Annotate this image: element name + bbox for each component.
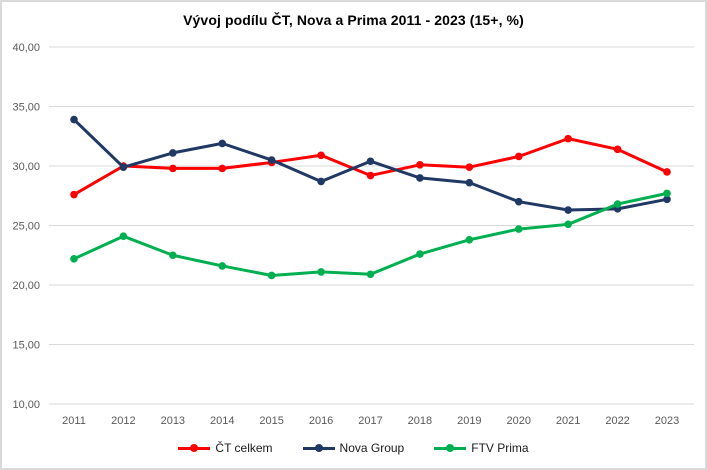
- legend-marker-nova-group-icon: [302, 443, 335, 453]
- chart-title: Vývoj podílu ČT, Nova a Prima 2011 - 202…: [183, 12, 524, 28]
- x-axis-tick-label: 2012: [111, 415, 135, 427]
- data-point-ftv-prima-2019: [465, 235, 474, 244]
- legend-label: ČT celkem: [215, 441, 273, 455]
- x-axis-tick-label: 2021: [556, 415, 580, 427]
- x-axis-tick-label: 2014: [210, 415, 234, 427]
- data-point-ftv-prima-2011: [70, 255, 78, 263]
- y-axis-tick-label: 20,00: [12, 280, 40, 292]
- data-point-nova-group-2023: [663, 195, 671, 204]
- legend-dot-icon: [314, 444, 323, 452]
- x-axis-tick-label: 2016: [309, 415, 333, 427]
- y-axis-tick-label: 15,00: [12, 340, 40, 352]
- data-point-ftv-prima-2012: [119, 232, 128, 241]
- legend-dot-icon: [190, 444, 199, 452]
- y-axis-tick-label: 25,00: [12, 221, 40, 233]
- y-axis-tick-label: 10,00: [12, 399, 40, 411]
- legend-marker-ftv-prima-icon: [434, 443, 467, 453]
- x-axis-tick-label: 2023: [655, 415, 679, 427]
- series-line-ct-celkem: [72, 137, 669, 197]
- data-point-nova-group-2021: [564, 206, 572, 214]
- data-point-ct-celkem-2022: [613, 145, 622, 154]
- data-point-nova-group-2014: [218, 139, 227, 148]
- data-point-nova-group-2018: [416, 174, 424, 182]
- data-point-nova-group-2019: [465, 178, 474, 187]
- legend-label: FTV Prima: [471, 441, 529, 455]
- data-point-ftv-prima-2014: [218, 262, 227, 270]
- chart-legend: ČT celkem Nova Group FTV Prima: [2, 441, 705, 455]
- x-axis-tick-label: 2013: [161, 415, 185, 427]
- data-point-ct-celkem-2021: [564, 134, 572, 143]
- x-axis-tick-label: 2017: [358, 415, 382, 427]
- data-point-nova-group-2016: [317, 177, 325, 186]
- legend-label: Nova Group: [339, 441, 405, 455]
- data-point-ct-celkem-2013: [169, 164, 177, 173]
- series-nova-group: [70, 115, 671, 214]
- x-axis-tick-label: 2019: [457, 415, 481, 427]
- x-axis-tick-label: 2020: [507, 415, 531, 427]
- x-axis-tick-label: 2022: [605, 415, 629, 427]
- data-point-nova-group-2020: [514, 197, 523, 206]
- data-point-nova-group-2017: [366, 157, 375, 166]
- data-point-nova-group-2011: [70, 115, 78, 124]
- data-point-ct-celkem-2020: [514, 152, 523, 161]
- legend-item-nova-group: Nova Group: [302, 441, 405, 455]
- series-ftv-prima: [70, 189, 671, 280]
- data-point-ct-celkem-2014: [218, 164, 227, 173]
- y-axis-tick-label: 40,00: [12, 42, 40, 54]
- series-ct-celkem: [70, 134, 671, 199]
- y-axis-tick-label: 35,00: [12, 102, 40, 114]
- legend-item-ftv-prima: FTV Prima: [434, 441, 529, 455]
- data-point-ftv-prima-2013: [169, 251, 177, 260]
- y-axis-tick-label: 30,00: [12, 161, 40, 173]
- data-point-ct-celkem-2018: [416, 161, 424, 169]
- data-point-ftv-prima-2015: [267, 271, 276, 280]
- data-point-ftv-prima-2018: [416, 250, 424, 258]
- data-point-nova-group-2012: [119, 163, 128, 171]
- x-axis-tick-label: 2018: [408, 415, 432, 427]
- data-point-ftv-prima-2017: [366, 270, 375, 279]
- x-axis-tick-label: 2011: [62, 415, 86, 427]
- data-point-ct-celkem-2011: [70, 190, 78, 199]
- data-point-ct-celkem-2016: [317, 151, 325, 160]
- data-point-ftv-prima-2021: [564, 220, 572, 229]
- data-point-ftv-prima-2022: [613, 200, 622, 208]
- legend-marker-ct-celkem-icon: [178, 443, 211, 453]
- data-point-ct-celkem-2023: [663, 168, 671, 176]
- data-point-ct-celkem-2019: [465, 163, 474, 171]
- legend-dot-icon: [446, 444, 455, 452]
- x-axis-tick-label: 2015: [259, 415, 283, 427]
- data-point-ct-celkem-2017: [366, 171, 375, 180]
- data-point-ftv-prima-2016: [317, 268, 325, 276]
- data-point-nova-group-2013: [169, 149, 177, 157]
- legend-item-ct-celkem: ČT celkem: [178, 441, 273, 455]
- data-point-ftv-prima-2020: [514, 225, 523, 233]
- data-point-nova-group-2015: [267, 156, 276, 164]
- series-line-ftv-prima: [72, 191, 669, 277]
- data-point-ftv-prima-2023: [663, 189, 671, 198]
